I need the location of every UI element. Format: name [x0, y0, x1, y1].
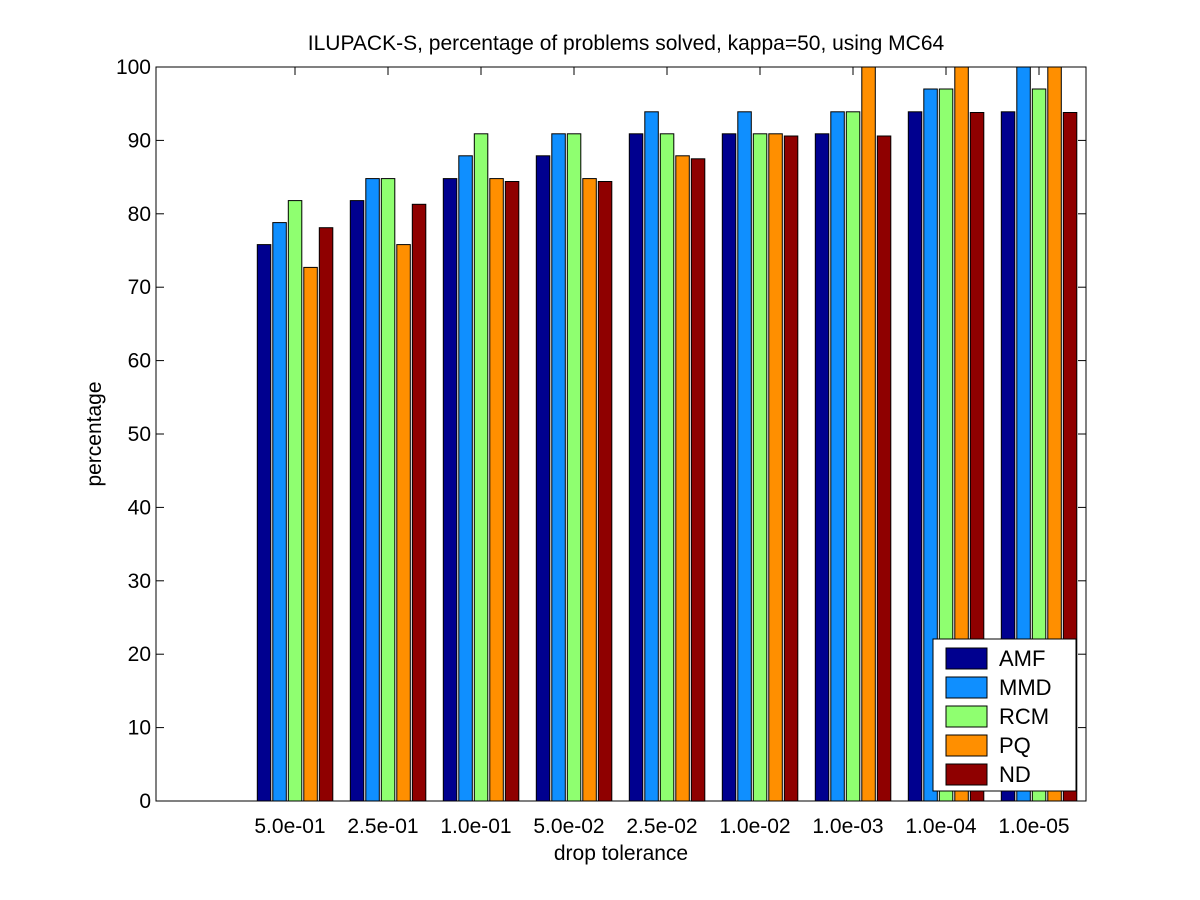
- bar: [659, 133, 675, 802]
- bar: [969, 112, 985, 802]
- bar: [737, 111, 752, 802]
- x-axis: 5.0e-01 2.5e-01 1.0e-01 5.0e-02 2.5e-02 1.0e-…: [254, 67, 1070, 838]
- legend-swatch: [945, 763, 988, 786]
- y-tick-label: 10: [128, 717, 151, 740]
- bar-series-amf: [256, 111, 1016, 802]
- bar: [303, 266, 318, 802]
- y-tick-label: 20: [128, 643, 151, 666]
- bar: [1000, 111, 1016, 802]
- bar: [1016, 66, 1031, 802]
- y-tick-label: 80: [128, 203, 151, 226]
- bar: [768, 133, 783, 802]
- chart-title: ILUPACK-S, percentage of problems solved…: [308, 32, 945, 55]
- bar-series-mmd: [272, 66, 1031, 802]
- bar: [349, 200, 365, 802]
- legend-label: ND: [999, 762, 1031, 787]
- y-tick-label: 90: [128, 129, 151, 152]
- x-tick-label: 1.0e-02: [719, 815, 790, 838]
- bar: [1047, 66, 1062, 802]
- y-axis: 0 10 20 30 40 50 60 70 80 90 100: [116, 56, 1086, 813]
- x-tick-label: 1.0e-05: [998, 815, 1069, 838]
- legend-label: AMF: [999, 646, 1045, 671]
- bar: [489, 178, 504, 802]
- legend: AMF MMD RCM PQ ND: [932, 638, 1077, 792]
- legend-label: MMD: [999, 675, 1052, 700]
- bar: [597, 181, 613, 802]
- bar: [365, 178, 380, 802]
- bar: [458, 155, 473, 802]
- bar: [582, 178, 597, 802]
- bar: [861, 66, 876, 802]
- legend-swatch: [945, 734, 988, 757]
- bar-series-group: [256, 66, 1078, 802]
- legend-swatch: [945, 676, 988, 699]
- bar-series-nd: [318, 112, 1078, 802]
- bar: [535, 155, 551, 802]
- bar: [814, 133, 830, 802]
- x-axis-label: drop tolerance: [554, 842, 688, 865]
- bar: [907, 111, 923, 802]
- bar: [287, 200, 303, 802]
- y-tick-label: 60: [128, 350, 151, 373]
- bar: [1062, 112, 1078, 802]
- bar: [830, 111, 845, 802]
- bar: [845, 111, 861, 802]
- bar: [690, 158, 706, 802]
- bar: [504, 181, 520, 802]
- bar: [876, 135, 892, 802]
- bar: [318, 227, 334, 802]
- bar: [783, 135, 799, 802]
- bar: [380, 178, 396, 802]
- x-tick-label: 1.0e-03: [812, 815, 883, 838]
- bar: [923, 88, 938, 802]
- bar: [411, 203, 427, 802]
- bar: [396, 244, 411, 802]
- x-tick-label: 1.0e-01: [440, 815, 511, 838]
- bar-series-pq: [303, 66, 1062, 802]
- bar: [551, 133, 566, 802]
- x-tick-label: 2.5e-02: [626, 815, 697, 838]
- x-tick-label: 1.0e-04: [905, 815, 977, 838]
- bar: [721, 133, 737, 802]
- y-tick-label: 40: [128, 496, 151, 519]
- x-tick-label: 5.0e-02: [533, 815, 604, 838]
- x-tick-label: 5.0e-01: [254, 815, 325, 838]
- bar: [938, 88, 954, 802]
- legend-swatch: [945, 647, 988, 670]
- bar-series-rcm: [287, 88, 1047, 802]
- y-tick-label: 100: [116, 56, 151, 79]
- bar: [628, 133, 644, 802]
- y-tick-label: 0: [139, 790, 151, 813]
- y-axis-label: percentage: [83, 381, 106, 486]
- y-tick-label: 70: [128, 276, 151, 299]
- legend-swatch: [945, 705, 988, 728]
- bar: [473, 133, 489, 802]
- bar: [752, 133, 768, 802]
- y-tick-label: 30: [128, 570, 151, 593]
- x-tick-label: 2.5e-01: [347, 815, 418, 838]
- bar: [644, 111, 659, 802]
- bar: [1031, 88, 1047, 802]
- bar: [272, 222, 287, 802]
- legend-label: RCM: [999, 704, 1049, 729]
- y-tick-label: 50: [128, 423, 151, 446]
- bar: [442, 178, 458, 802]
- bar: [675, 155, 690, 802]
- bar: [566, 133, 582, 802]
- bar: [954, 66, 969, 802]
- bar: [256, 244, 272, 802]
- legend-label: PQ: [999, 733, 1031, 758]
